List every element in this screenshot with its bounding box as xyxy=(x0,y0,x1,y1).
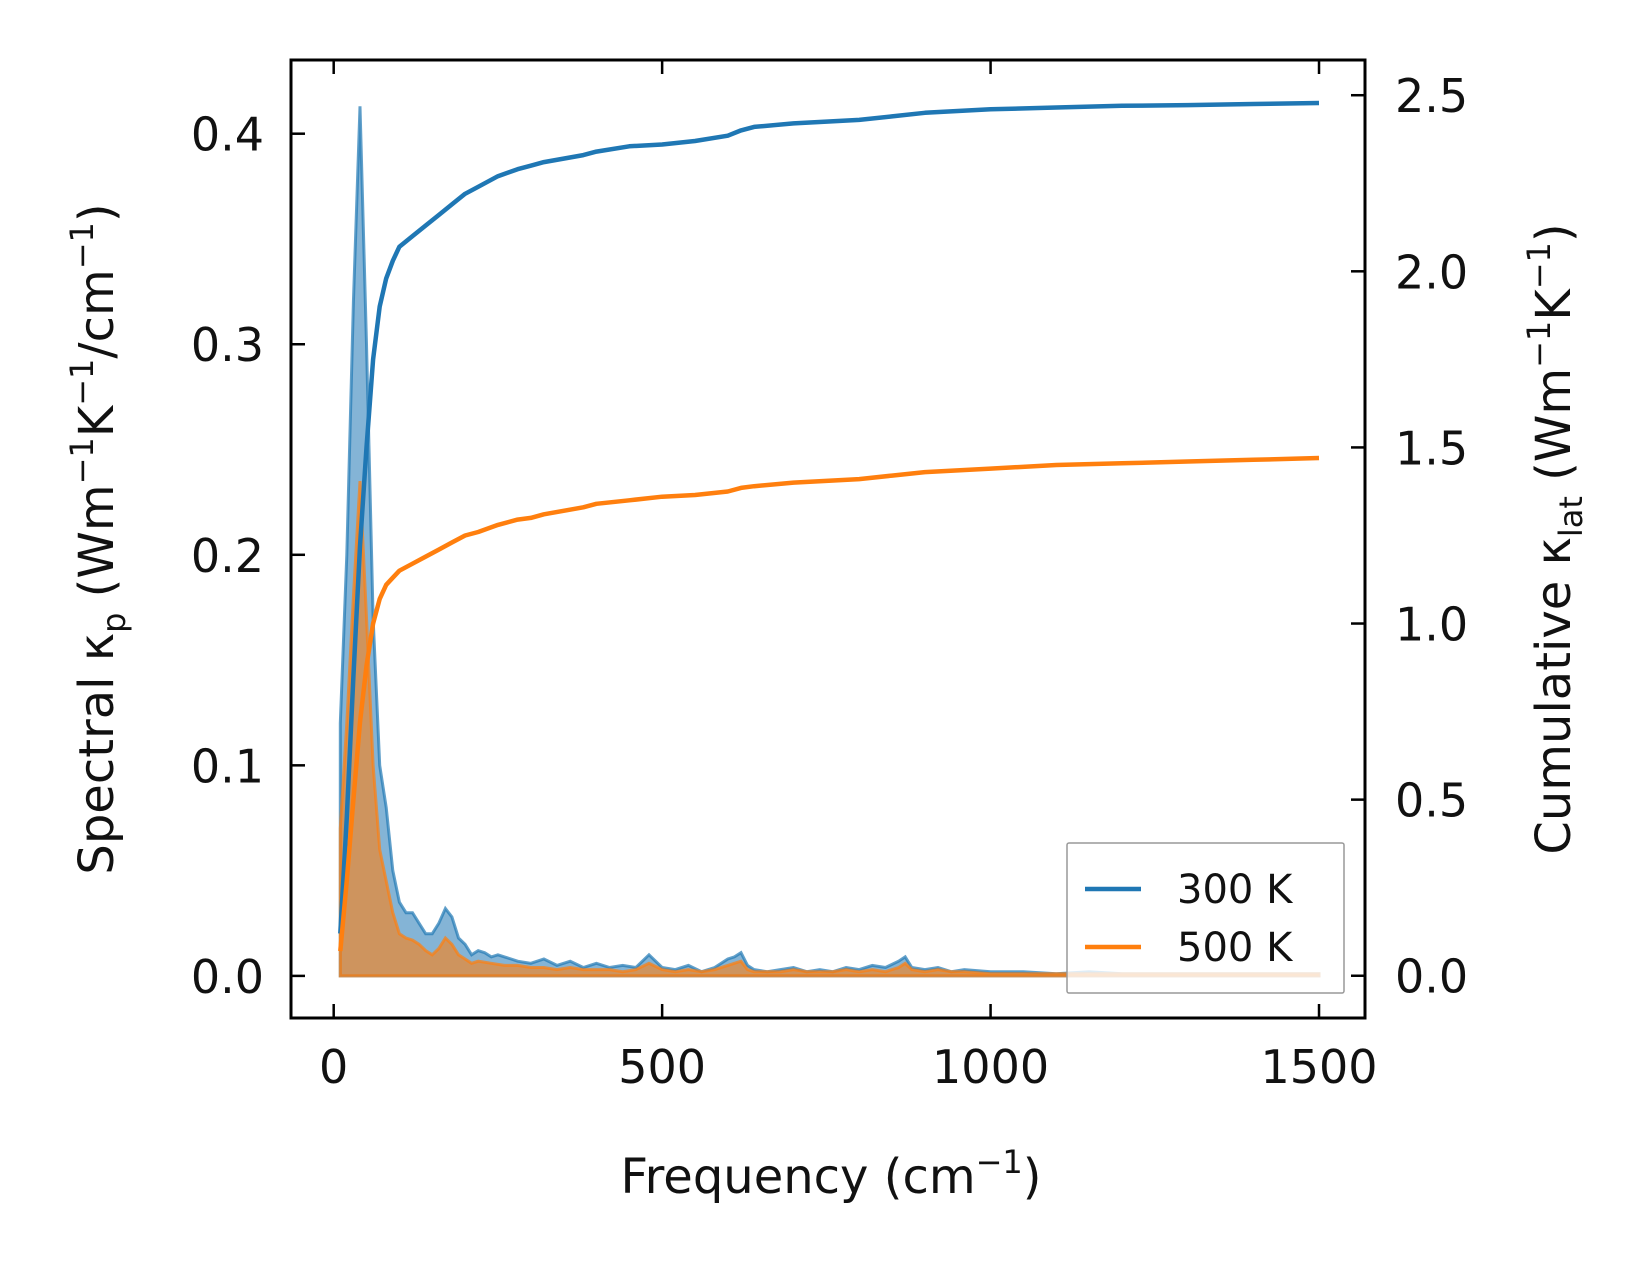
cumulative-line-300k xyxy=(338,100,1320,934)
x-axis-label-close: ) xyxy=(1023,1149,1042,1205)
y-right-tick-label: 1.0 xyxy=(1395,598,1468,652)
legend-box xyxy=(1066,842,1345,994)
legend-label: 300 K xyxy=(1177,867,1294,913)
spectral-area-500k xyxy=(338,481,1321,978)
x-tick-label: 1500 xyxy=(1260,1040,1377,1094)
x-tick-label: 500 xyxy=(618,1040,706,1094)
x-tick-label: 1000 xyxy=(932,1040,1049,1094)
y-right-tick-label: 1.5 xyxy=(1395,421,1468,475)
cumulative-line-500k xyxy=(338,455,1320,952)
y-right-tick-label: 2.0 xyxy=(1395,245,1468,299)
y-left-axis-label-part: Spectral κ xyxy=(69,633,125,875)
y-left-axis-label-part: −1 xyxy=(63,437,101,484)
y-left-tick-label: 0.0 xyxy=(191,950,264,1004)
y-right-axis-label-part: −1 xyxy=(1520,321,1558,368)
y-left-axis-label-part: (Wm xyxy=(69,484,125,612)
y-left-tick-label: 0.4 xyxy=(191,108,264,162)
y-right-tick-label: 0.0 xyxy=(1395,950,1468,1004)
y-right-axis-label-part: −1 xyxy=(1520,242,1558,289)
legend-label: 500 K xyxy=(1177,925,1294,971)
y-left-tick-label: 0.3 xyxy=(191,318,264,372)
y-left-axis-label-part: K xyxy=(69,404,125,437)
y-left-axis-label-part: /cm xyxy=(69,269,125,358)
spectral-area-300k xyxy=(338,106,1321,978)
y-right-tick-label: 0.5 xyxy=(1395,774,1468,828)
y-left-axis-label-part: p xyxy=(95,613,133,633)
y-left-axis-label-part: −1 xyxy=(63,222,101,269)
x-axis-label: Frequency (cm−1) xyxy=(620,1143,1041,1205)
x-tick-label: 0 xyxy=(319,1040,348,1094)
y-right-tick-label: 2.5 xyxy=(1395,69,1468,123)
y-left-axis-label-part: −1 xyxy=(63,359,101,406)
y-left-axis-label: Spectral κp (Wm−1K−1/cm−1) xyxy=(63,203,133,874)
y-left-tick-label: 0.2 xyxy=(191,529,264,583)
y-right-axis-label-part: lat xyxy=(1552,496,1590,537)
x-axis-label-sup: −1 xyxy=(976,1143,1023,1181)
y-right-axis-label-part: (Wm xyxy=(1526,368,1582,496)
plot-frame xyxy=(289,58,1367,1020)
y-right-axis-label: Cumulative κlat (Wm−1K−1) xyxy=(1520,223,1590,854)
y-right-axis-label-part: ) xyxy=(1526,223,1582,242)
x-axis-label-main: Frequency (cm xyxy=(620,1149,975,1205)
y-left-axis-label-part: ) xyxy=(69,203,125,222)
y-left-tick-label: 0.1 xyxy=(191,739,264,793)
y-right-axis-label-part: Cumulative κ xyxy=(1526,537,1582,855)
y-right-axis-label-part: K xyxy=(1526,288,1582,321)
